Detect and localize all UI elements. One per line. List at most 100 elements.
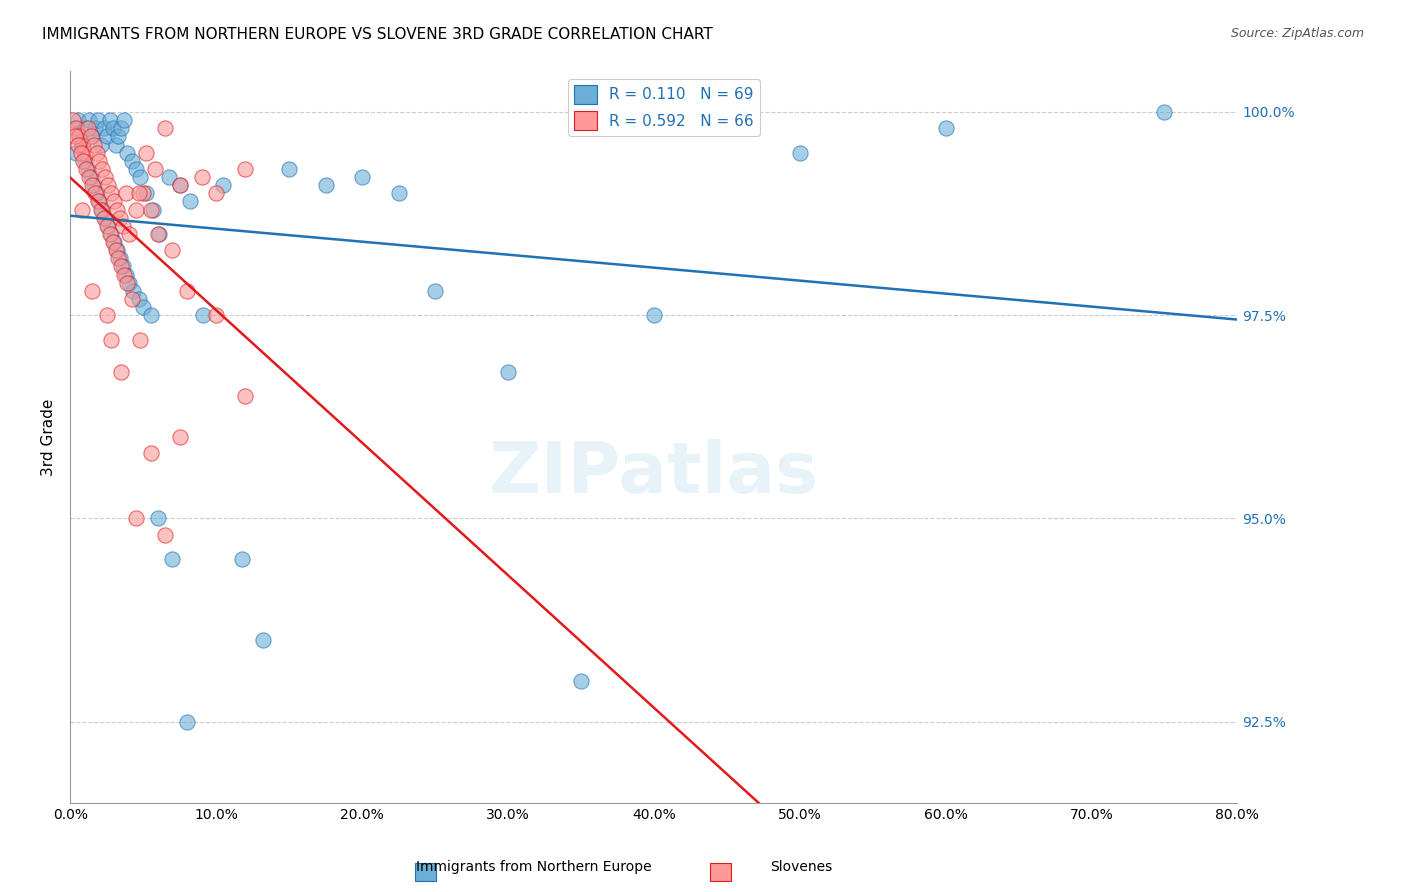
Point [89, 194, 111, 209]
Point [65, 121, 87, 136]
Point [129, 169, 152, 184]
Point [100, 333, 122, 347]
Point [569, 673, 592, 688]
Point [73, 145, 96, 160]
Point [112, 268, 135, 282]
Point [129, 333, 152, 347]
Point [73, 153, 96, 168]
Point [107, 252, 129, 266]
Point [111, 219, 134, 233]
Point [105, 202, 128, 217]
Point [135, 145, 157, 160]
Point [103, 235, 125, 249]
Legend: R = 0.110   N = 69, R = 0.592   N = 66: R = 0.110 N = 69, R = 0.592 N = 66 [568, 79, 761, 136]
Point [235, 161, 257, 176]
Point [86, 186, 108, 201]
Point [176, 284, 198, 298]
Point [121, 292, 143, 306]
Text: IMMIGRANTS FROM NORTHERN EUROPE VS SLOVENE 3RD GRADE CORRELATION CHART: IMMIGRANTS FROM NORTHERN EUROPE VS SLOVE… [42, 27, 713, 42]
Point [139, 446, 162, 460]
Point [153, 121, 176, 136]
Point [98, 113, 121, 128]
Point [110, 121, 132, 136]
Point [82, 129, 104, 144]
Point [63, 129, 86, 144]
Point [87, 113, 110, 128]
Point [118, 276, 141, 290]
Point [96, 308, 118, 322]
Point [98, 227, 121, 241]
Point [97, 178, 120, 193]
Point [162, 552, 184, 566]
Point [105, 243, 128, 257]
Point [110, 365, 132, 379]
Point [93, 121, 115, 136]
Point [76, 121, 98, 136]
Point [90, 137, 112, 152]
Point [82, 284, 104, 298]
Point [115, 145, 138, 160]
Point [83, 178, 105, 193]
Point [153, 527, 176, 541]
Point [77, 169, 100, 184]
Point [146, 227, 169, 241]
Point [104, 243, 127, 257]
Y-axis label: 3rd Grade: 3rd Grade [41, 399, 56, 475]
Point [125, 511, 148, 525]
Point [142, 202, 165, 217]
Point [352, 169, 374, 184]
Point [132, 300, 155, 314]
Point [91, 161, 114, 176]
Point [143, 161, 166, 176]
Point [159, 169, 181, 184]
Point [96, 219, 118, 233]
Point [146, 511, 169, 525]
Point [70, 137, 93, 152]
Point [72, 137, 94, 152]
Point [115, 276, 138, 290]
Point [132, 186, 155, 201]
Point [205, 186, 228, 201]
Point [90, 202, 112, 217]
Point [121, 153, 143, 168]
Point [75, 121, 97, 136]
Point [94, 169, 117, 184]
Point [67, 129, 90, 144]
Point [70, 202, 93, 217]
Point [94, 211, 117, 225]
Point [69, 129, 91, 144]
Point [934, 121, 956, 136]
Point [101, 121, 124, 136]
Point [423, 284, 446, 298]
Point [135, 186, 157, 201]
Point [114, 186, 136, 201]
Point [103, 194, 125, 209]
Point [96, 129, 118, 144]
Point [66, 137, 89, 152]
Point [112, 113, 135, 128]
Point [104, 137, 127, 152]
Point [139, 202, 162, 217]
Point [97, 219, 120, 233]
Point [72, 153, 94, 168]
Point [66, 113, 89, 128]
Point [84, 186, 107, 201]
Point [139, 308, 162, 322]
Point [122, 284, 145, 298]
Point [69, 145, 91, 160]
Point [125, 202, 148, 217]
Point [89, 153, 111, 168]
Point [169, 430, 191, 444]
Point [231, 552, 253, 566]
Point [496, 365, 519, 379]
Point [176, 714, 198, 729]
Point [252, 633, 274, 648]
Point [387, 186, 409, 201]
Point [101, 235, 124, 249]
Point [91, 202, 114, 217]
Point [83, 137, 105, 152]
Point [100, 186, 122, 201]
Point [84, 121, 107, 136]
Point [315, 178, 337, 193]
Point [108, 211, 131, 225]
